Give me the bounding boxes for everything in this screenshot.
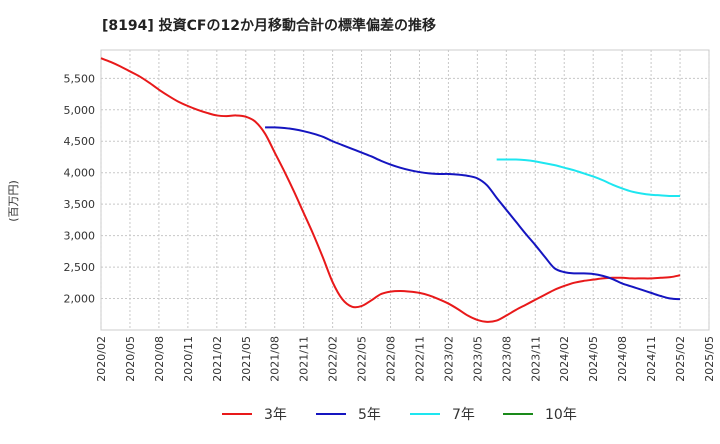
x-tick-label: 2025/05 [703,336,716,382]
x-tick-label: 2023/02 [442,336,455,382]
x-tick-label: 2023/05 [471,336,484,382]
y-axis: 2,000 2,500 3,000 3,500 4,000 4,500 5,000 5,500 [64,72,96,305]
x-tick-label: 2020/11 [182,336,195,382]
y-tick-label: 3,000 [64,230,96,243]
series-line-2 [265,126,681,301]
x-tick-label: 2025/02 [674,336,687,382]
y-tick-label: 5,500 [64,72,96,85]
y-tick-label: 4,500 [64,135,96,148]
x-tick-label: 2021/08 [269,336,282,382]
x-tick-label: 2021/11 [298,336,311,382]
legend-label: 5年 [358,407,381,423]
x-tick-label: 2024/02 [558,336,571,382]
x-tick-label: 2022/11 [413,336,426,382]
legend-label: 3年 [264,407,287,423]
x-tick-label: 2020/05 [124,336,137,382]
legend-label: 7年 [452,407,475,423]
x-tick-label: 2024/08 [616,336,629,382]
x-tick-label: 2023/11 [529,336,542,382]
x-tick-label: 2024/11 [645,336,658,382]
x-tick-label: 2023/08 [500,336,513,382]
series-line-3 [496,158,681,198]
x-axis: 2020/02 2020/05 2020/08 2020/11 2021/02 2021/… [95,336,716,382]
chart-title: [8194] 投資CFの12か月移動合計の標準偏差の推移 [102,17,436,34]
x-tick-label: 2021/05 [240,336,253,382]
x-tick-label: 2022/02 [327,336,340,382]
y-tick-label: 2,000 [64,293,96,306]
series-layer [100,57,681,323]
x-tick-label: 2024/05 [587,336,600,382]
y-tick-label: 4,000 [64,167,96,180]
legend: 3年 5年 7年 10年 [222,407,577,423]
series-line-1 [100,57,681,323]
y-tick-label: 2,500 [64,261,96,274]
x-tick-label: 2020/02 [95,336,108,382]
y-axis-label: (百万円) [7,180,20,222]
legend-label: 10年 [545,407,577,423]
x-tick-label: 2020/08 [153,336,166,382]
x-tick-label: 2022/08 [385,336,398,382]
y-tick-label: 3,500 [64,198,96,211]
x-tick-label: 2021/02 [211,336,224,382]
y-tick-label: 5,000 [64,104,96,117]
x-tick-label: 2022/05 [356,336,369,382]
plot-area [100,49,710,331]
